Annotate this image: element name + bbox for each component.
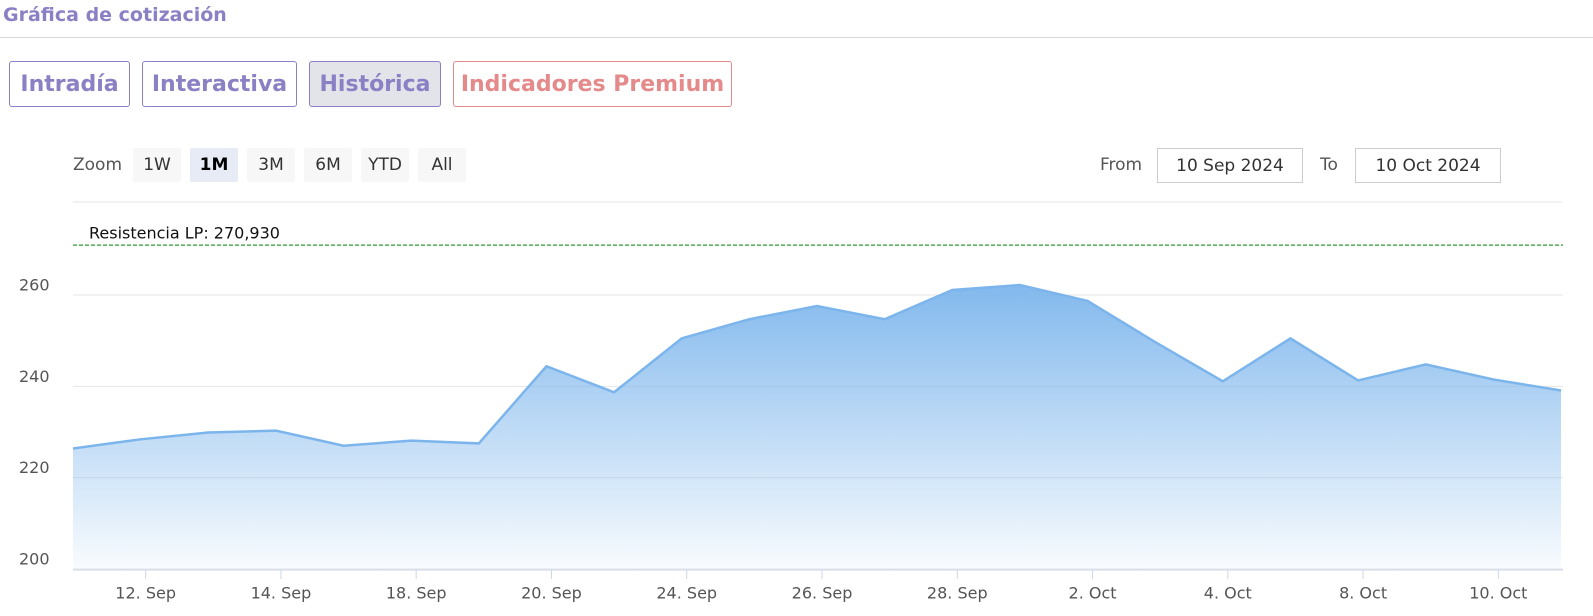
zoom-button[interactable]: All: [418, 148, 466, 182]
zoom-button[interactable]: 1W: [133, 148, 181, 182]
zoom-button[interactable]: YTD: [361, 148, 409, 182]
x-tick-label: 24. Sep: [656, 584, 717, 603]
x-tick-label: 4. Oct: [1204, 584, 1252, 603]
zoom-button[interactable]: 3M: [247, 148, 295, 182]
x-tick-label: 10. Oct: [1469, 584, 1527, 603]
x-tick-label: 20. Sep: [521, 584, 582, 603]
divider: [0, 37, 1593, 38]
y-tick-label: 220: [19, 458, 50, 477]
to-input[interactable]: 10 Oct 2024: [1355, 148, 1501, 183]
from-input[interactable]: 10 Sep 2024: [1157, 148, 1303, 183]
area-fill: [73, 284, 1561, 569]
resistance-label: Resistencia LP: 270,930: [89, 224, 280, 243]
from-label: From: [1100, 155, 1143, 175]
zoom-button[interactable]: 1M: [190, 148, 238, 182]
tab[interactable]: Indicadores Premium: [453, 61, 732, 107]
x-tick-label: 28. Sep: [927, 584, 988, 603]
x-tick-label: 26. Sep: [792, 584, 853, 603]
section-title: Gráfica de cotización: [3, 4, 227, 26]
tab[interactable]: Intradía: [9, 61, 130, 107]
x-tick-label: 2. Oct: [1069, 584, 1117, 603]
y-tick-label: 240: [19, 367, 50, 386]
to-label: To: [1320, 155, 1338, 175]
line: [72, 283, 1562, 450]
tab[interactable]: Histórica: [309, 61, 441, 107]
x-tick-label: 8. Oct: [1339, 584, 1387, 603]
x-tick-label: 14. Sep: [251, 584, 312, 603]
zoom-button[interactable]: 6M: [304, 148, 352, 182]
tab[interactable]: Interactiva: [142, 61, 297, 107]
x-tick-label: 12. Sep: [115, 584, 176, 603]
y-tick-label: 200: [19, 550, 50, 569]
zoom-label: Zoom: [73, 155, 123, 175]
y-tick-label: 260: [19, 276, 50, 295]
x-tick-label: 18. Sep: [386, 584, 447, 603]
